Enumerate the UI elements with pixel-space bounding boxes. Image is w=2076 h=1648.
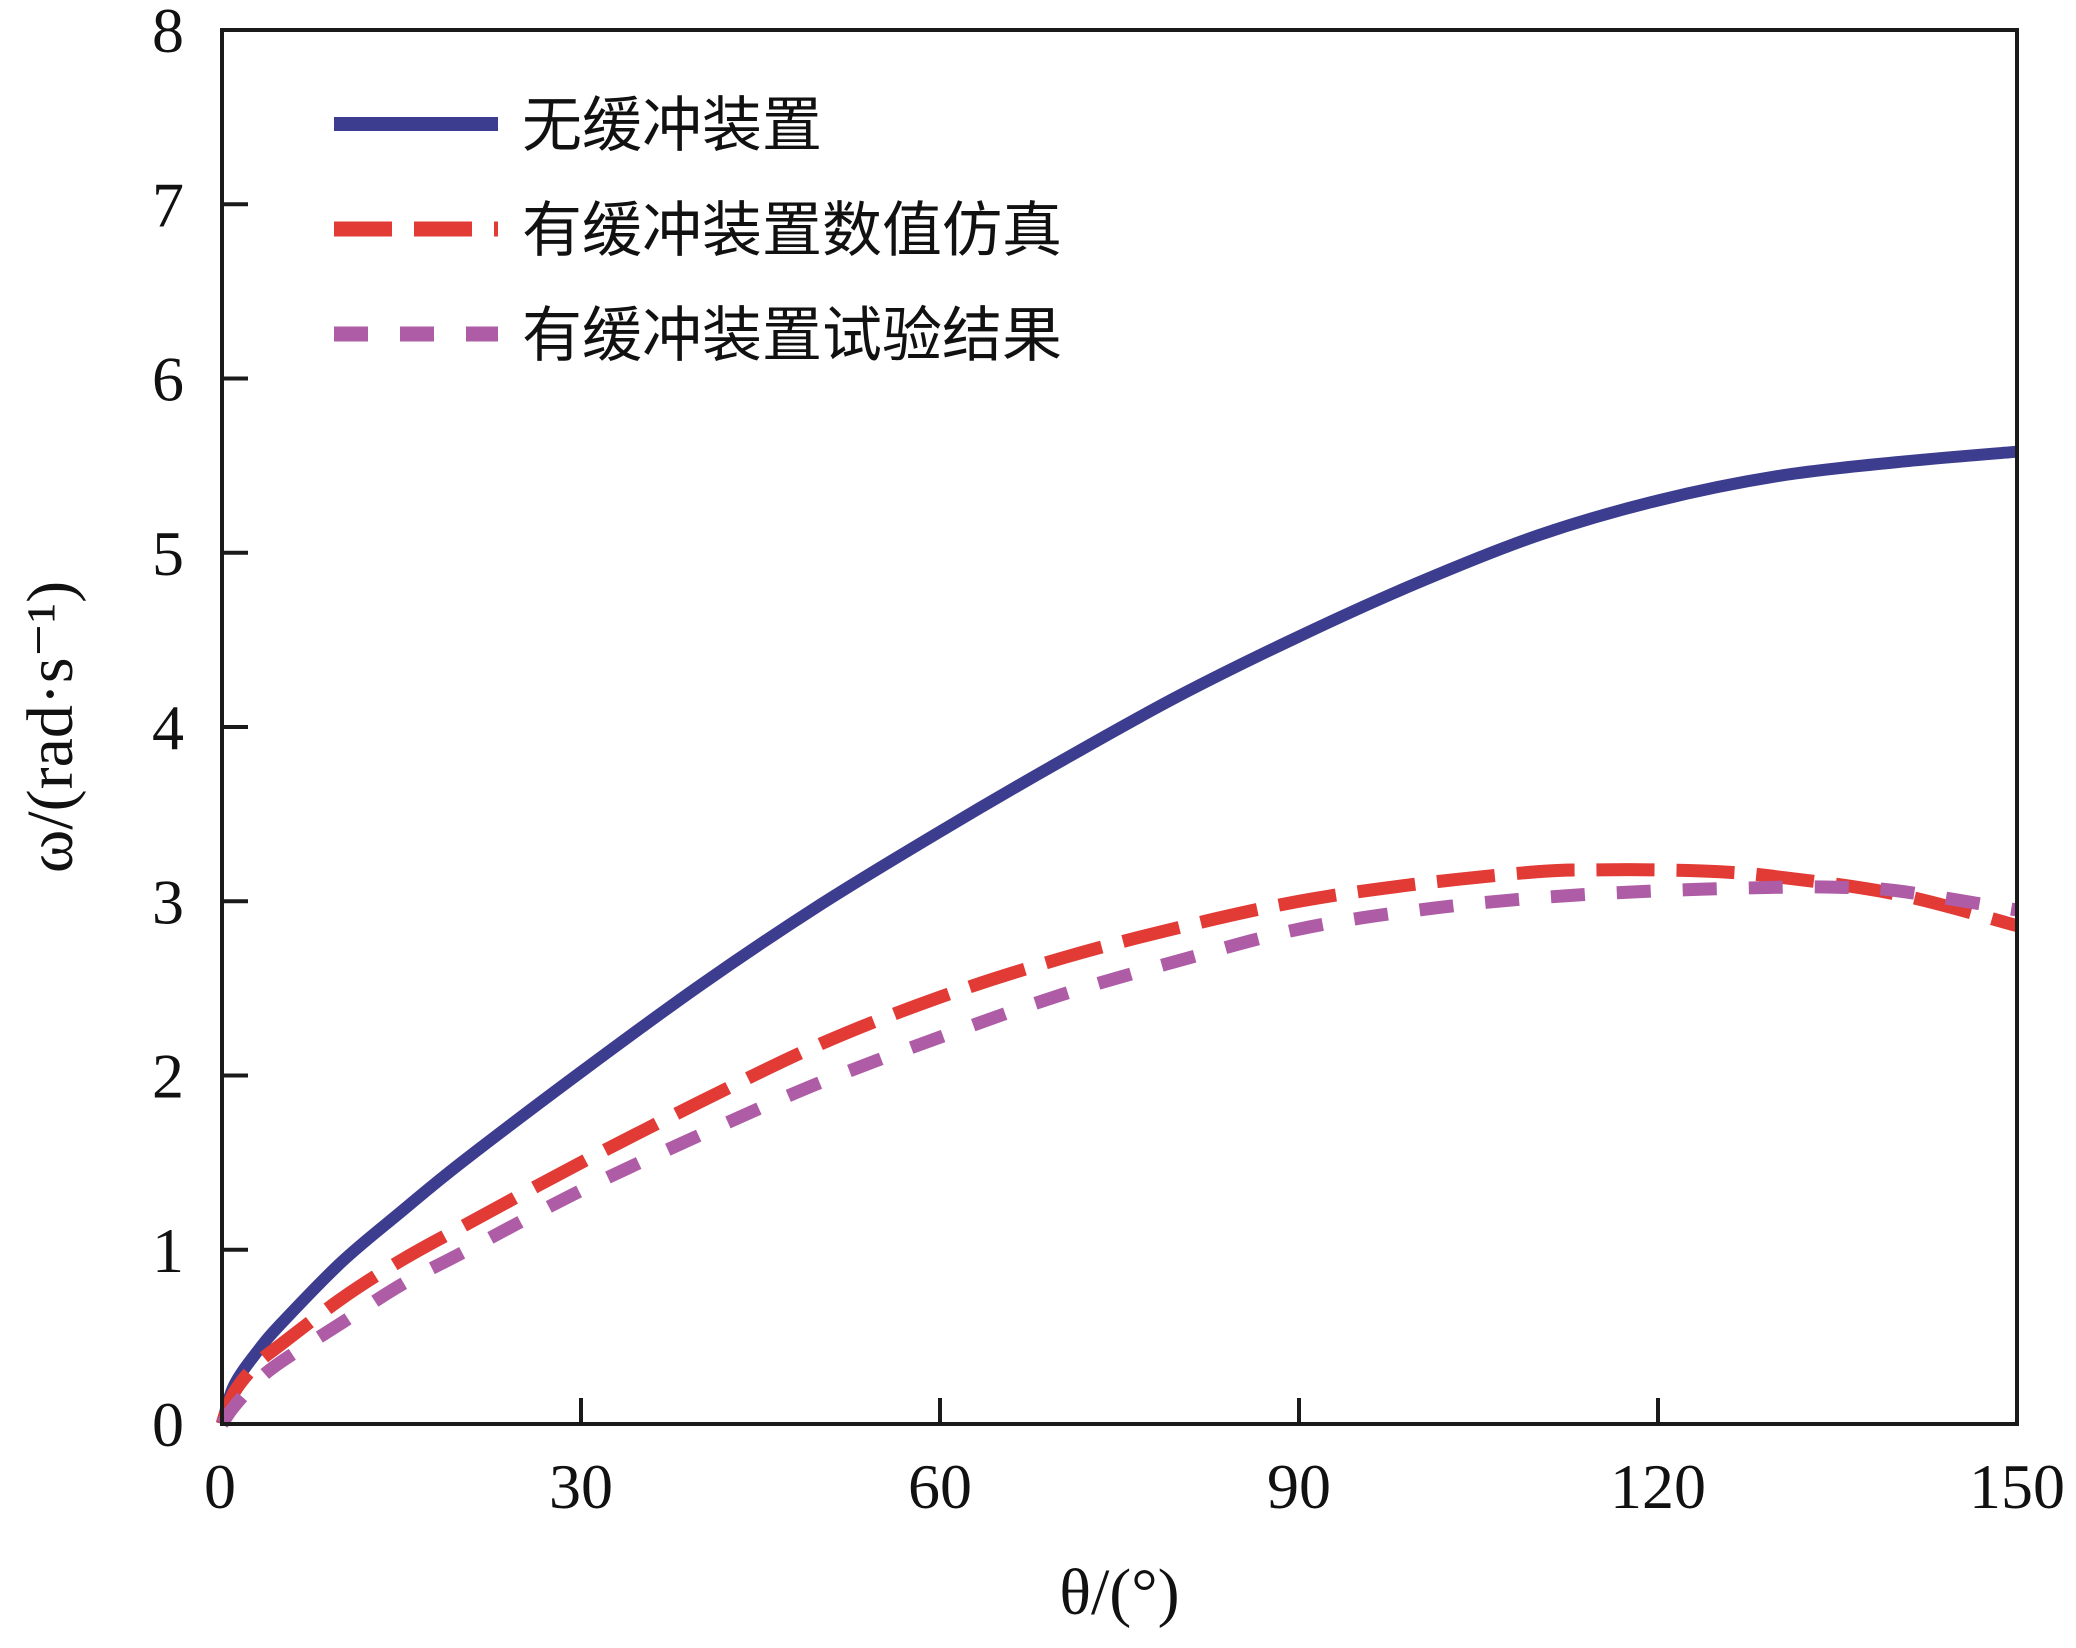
legend-label-2: 有缓冲装置数值仿真 [522, 196, 1062, 266]
series-line-3 [216, 880, 2019, 1428]
x-tick-label: 0 [204, 1451, 236, 1522]
y-tick-label: 2 [152, 1041, 184, 1112]
x-tick-label: 150 [1969, 1451, 2065, 1522]
legend-label-1: 无缓冲装置 [522, 91, 822, 161]
x-tick-label: 90 [1267, 1451, 1331, 1522]
y-tick-label: 3 [152, 866, 184, 937]
x-tick-label: 30 [549, 1451, 613, 1522]
y-tick-label: 6 [152, 344, 184, 415]
y-tick-label: 0 [152, 1389, 184, 1460]
x-tick-label: 120 [1610, 1451, 1706, 1522]
legend-label-3: 有缓冲装置试验结果 [522, 301, 1062, 371]
x-axis-label: θ/(°) [1059, 1556, 1179, 1629]
ticks-layer: 0 30 60 90 120 150 0 1 2 3 4 5 6 7 8 [152, 0, 2065, 1522]
y-tick-label: 8 [152, 0, 184, 66]
y-tick-label: 5 [152, 518, 184, 589]
y-tick-label: 1 [152, 1215, 184, 1286]
series-line-2 [215, 863, 2019, 1427]
y-tick-label: 4 [152, 692, 184, 763]
y-axis-label: ω/(rad·s⁻¹) [14, 581, 87, 873]
series-line-1 [216, 445, 2018, 1426]
series-layer [215, 445, 2019, 1428]
x-tick-label: 60 [908, 1451, 972, 1522]
y-tick-label: 7 [152, 169, 184, 240]
